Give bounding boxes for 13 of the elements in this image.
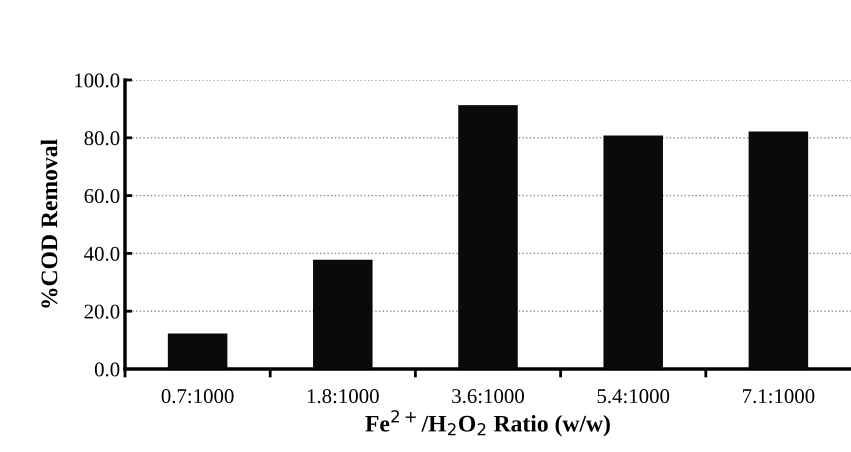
y-tick-label: 100.0: [75, 73, 120, 88]
y-axis-title: %COD Removal: [40, 139, 58, 308]
x-tick-label: 1.8:1000: [308, 389, 379, 404]
x-axis-title: Fe$^{2+}$/H$_{2}$O$_{2}$ Ratio (w/w): [365, 410, 610, 436]
y-tick-label: 0.0: [94, 362, 120, 377]
x-tick-label: 5.4:1000: [598, 389, 670, 404]
x-tick-label: 0.7:1000: [162, 389, 234, 404]
x-tick-label: 7.1:1000: [743, 389, 814, 404]
x-tick-label: 3.6:1000: [452, 389, 524, 404]
y-tick-label: 40.0: [84, 246, 120, 261]
y-tick-label: 60.0: [84, 188, 120, 204]
y-tick-label: 20.0: [84, 304, 120, 319]
y-tick-label: 80.0: [84, 131, 120, 146]
